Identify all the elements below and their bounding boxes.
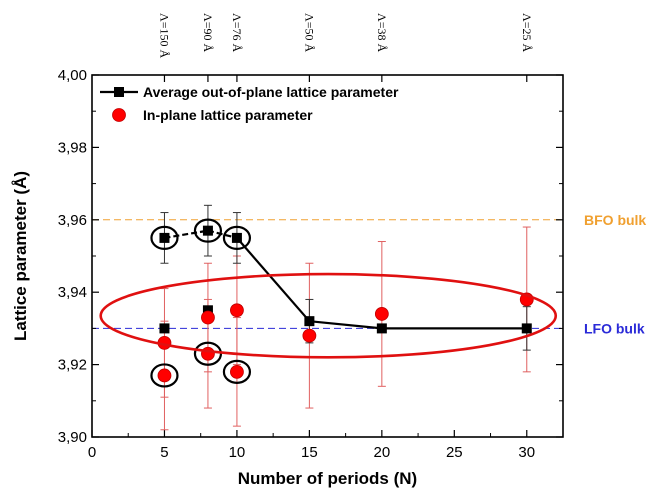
top-axis-label: Λ=38 Å — [375, 13, 389, 52]
legend-label: Average out-of-plane lattice parameter — [143, 84, 399, 100]
top-axis-label: Λ=150 Å — [157, 13, 171, 58]
x-tick-label: 30 — [518, 444, 535, 461]
series-line-segment — [164, 229, 209, 239]
data-point-square — [202, 305, 213, 316]
highlight-circle — [150, 225, 179, 250]
data-point-square — [159, 323, 170, 334]
axis-titles: Number of periods (N) Lattice parameter (… — [11, 171, 417, 488]
reference-lines: BFO bulk LFO bulk — [92, 212, 646, 336]
data-point-circle — [201, 310, 215, 325]
x-tick-label: 20 — [374, 444, 391, 461]
x-tick-label: 15 — [301, 444, 318, 461]
highlight-circle — [150, 363, 179, 388]
data-point-square — [159, 232, 170, 243]
data-point-square — [231, 232, 242, 243]
legend-square — [114, 87, 124, 97]
x-tick-label: 25 — [446, 444, 463, 461]
y-tick-label: 4,00 — [58, 67, 87, 84]
highlight-circle — [193, 218, 223, 243]
highlight-circle — [222, 225, 252, 250]
x-tick-label: 5 — [160, 444, 168, 461]
top-axis-label: Λ=50 Å — [302, 13, 316, 52]
data-point-square — [202, 225, 213, 236]
data-point-square — [376, 323, 387, 334]
data-point-circle — [302, 328, 317, 343]
y-tick-label: 3,92 — [58, 357, 87, 374]
data-point-circle — [230, 303, 244, 318]
plot-border — [91, 74, 564, 438]
data-point-circle — [374, 307, 389, 321]
axis-ticks: 0 5 10 15 20 25 30 3,90 3,92 3,94 3,96 3,98 4,00 Λ=15… — [58, 13, 563, 461]
reference-label: BFO bulk — [584, 212, 646, 228]
top-axis-label: Λ=76 Å — [230, 13, 244, 52]
highlight-ellipse — [99, 272, 558, 359]
x-axis-title: Number of periods (N) — [238, 469, 417, 488]
reference-label: LFO bulk — [584, 320, 645, 336]
y-tick-label: 3,98 — [58, 139, 87, 156]
highlight-marks — [99, 218, 558, 388]
highlight-circle — [222, 359, 252, 384]
data-point-square — [521, 323, 532, 334]
y-tick-label: 3,94 — [58, 284, 87, 301]
data-point-square — [304, 316, 315, 327]
top-axis-label: Λ=90 Å — [201, 13, 215, 52]
data-point-circle — [201, 346, 215, 361]
data-point-circle — [230, 364, 244, 379]
y-tick-label: 3,96 — [58, 212, 87, 229]
legend-label: In-plane lattice parameter — [143, 107, 313, 123]
x-tick-label: 0 — [88, 444, 96, 461]
legend-circle — [112, 108, 126, 122]
data-series — [157, 204, 534, 431]
plot-frame — [91, 74, 564, 438]
legend: Average out-of-plane lattice parameter In… — [100, 84, 399, 123]
series-line-segment — [309, 320, 382, 330]
top-axis-label: Λ=25 Å — [520, 13, 534, 52]
y-axis-title: Lattice parameter (Å) — [11, 171, 30, 341]
data-point-circle — [157, 368, 172, 383]
x-tick-label: 10 — [229, 444, 246, 461]
y-tick-label: 3,90 — [58, 429, 87, 446]
series-line-segment — [236, 237, 311, 322]
